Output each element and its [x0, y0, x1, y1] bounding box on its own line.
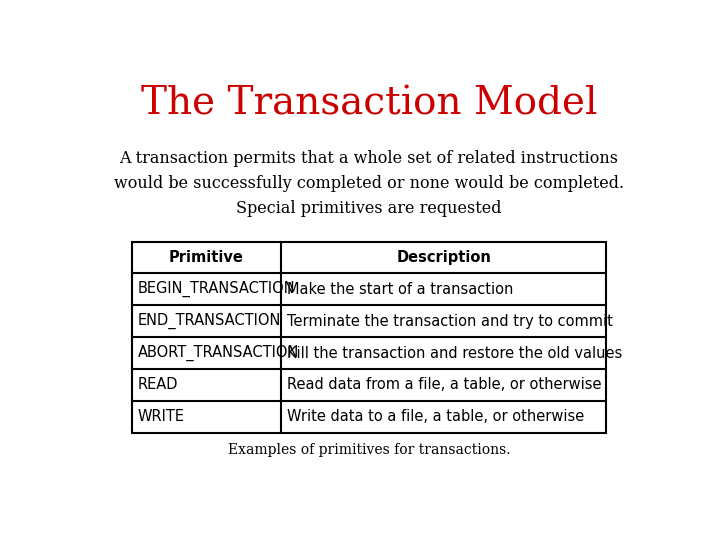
- Text: Kill the transaction and restore the old values: Kill the transaction and restore the old…: [287, 346, 622, 361]
- Text: READ: READ: [138, 377, 178, 393]
- Text: Terminate the transaction and try to commit: Terminate the transaction and try to com…: [287, 314, 613, 329]
- Text: END_TRANSACTION: END_TRANSACTION: [138, 313, 281, 329]
- Text: Examples of primitives for transactions.: Examples of primitives for transactions.: [228, 443, 510, 457]
- Text: Read data from a file, a table, or otherwise: Read data from a file, a table, or other…: [287, 377, 601, 393]
- Text: A transaction permits that a whole set of related instructions
would be successf: A transaction permits that a whole set o…: [114, 150, 624, 217]
- Text: Primitive: Primitive: [169, 250, 244, 265]
- Text: The Transaction Model: The Transaction Model: [141, 85, 597, 123]
- Text: Write data to a file, a table, or otherwise: Write data to a file, a table, or otherw…: [287, 409, 584, 424]
- Text: BEGIN_TRANSACTION: BEGIN_TRANSACTION: [138, 281, 295, 298]
- Bar: [132, 241, 606, 433]
- Text: WRITE: WRITE: [138, 409, 184, 424]
- Text: ABORT_TRANSACTION: ABORT_TRANSACTION: [138, 345, 299, 361]
- Text: Make the start of a transaction: Make the start of a transaction: [287, 282, 513, 297]
- Text: Description: Description: [396, 250, 491, 265]
